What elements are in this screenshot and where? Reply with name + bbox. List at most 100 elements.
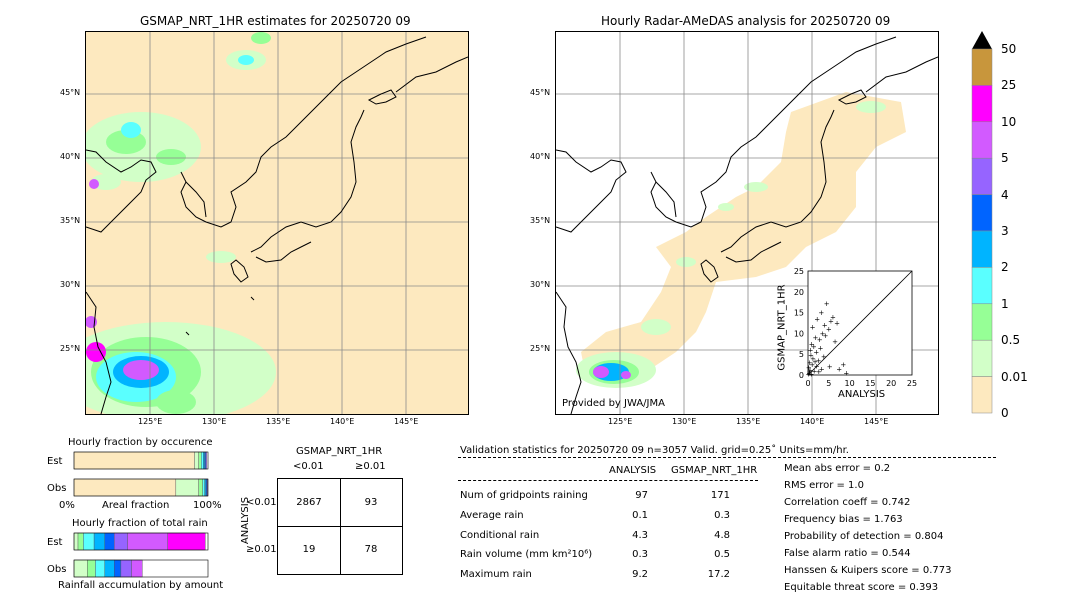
- scatter-ytick: 20: [794, 288, 804, 297]
- scatter-point: +: [821, 353, 827, 361]
- scatter-point: +: [807, 359, 813, 367]
- scatter-point: +: [807, 368, 813, 376]
- bar-segment: [104, 532, 115, 551]
- scatter-point: +: [814, 315, 820, 323]
- bar-segment: [73, 559, 88, 578]
- bar-segment: [93, 532, 106, 551]
- contingency-cell-01: 93: [364, 497, 378, 508]
- totalrain-chart: [73, 532, 209, 578]
- scatter-point: +: [806, 364, 812, 372]
- right-lon-140: 140°E: [800, 417, 825, 426]
- right-lon-135: 135°E: [736, 417, 761, 426]
- left-rain-field: [86, 32, 276, 414]
- bar-segment: [73, 451, 195, 470]
- scatter-point: +: [834, 320, 840, 328]
- left-lon-145: 145°E: [394, 417, 419, 426]
- scatter-point: +: [826, 326, 832, 334]
- scatter-point: +: [805, 371, 811, 379]
- validation-col-analysis: ANALYSIS: [609, 465, 657, 476]
- colorbar-block: [971, 48, 993, 86]
- bar-frame: [73, 559, 209, 578]
- contingency-title: GSMAP_NRT_1HR: [296, 446, 383, 457]
- bar-segment: [201, 451, 204, 470]
- scatter-point: +: [816, 368, 822, 376]
- score-5: False alarm ratio = 0.544: [784, 548, 911, 559]
- validation-row-4-gsmap: 17.2: [707, 569, 730, 580]
- score-0: Mean abs error = 0.2: [784, 463, 891, 474]
- left-lon-140: 140°E: [330, 417, 355, 426]
- bar-segment: [167, 532, 206, 551]
- score-1: RMS error = 1.0: [784, 480, 864, 491]
- scatter-xtick: 5: [826, 379, 831, 388]
- scatter-point: +: [832, 338, 838, 346]
- contingency-col-0: <0.01: [293, 461, 324, 472]
- scatter-xlabel: ANALYSIS: [838, 389, 886, 400]
- right-map: + + + + + + + + + + + + + + + + + + + + + + + + + + + + + + + + + + + + + + + +…: [555, 31, 939, 415]
- right-coastlines: [556, 36, 938, 414]
- contingency-row-1: ≥0.01: [246, 544, 277, 555]
- scatter-point: +: [820, 330, 826, 338]
- left-map: [85, 31, 469, 415]
- scatter-point: +: [809, 361, 815, 369]
- bar-segment: [83, 532, 95, 551]
- scatter-point: +: [811, 367, 817, 375]
- validation-row-4-analysis: 9.2: [632, 569, 648, 580]
- credit-text: Provided by JWA/JMA: [562, 398, 665, 409]
- right-lat-35: 35°N: [530, 216, 551, 225]
- scatter-point: +: [819, 366, 825, 374]
- left-lat-45: 45°N: [60, 88, 81, 97]
- colorbar-label: 0.5: [1001, 333, 1021, 348]
- right-lon-130: 130°E: [672, 417, 697, 426]
- scatter-point: +: [811, 343, 817, 351]
- right-lat-40: 40°N: [530, 152, 551, 161]
- left-lon-135: 135°E: [266, 417, 291, 426]
- scatter-point: +: [808, 352, 814, 360]
- contingency-row-0: <0.01: [246, 497, 277, 508]
- validation-row-2-label: Conditional rain: [460, 530, 540, 541]
- bar-segment: [95, 559, 106, 578]
- contingency-table: 2867 93 19 78: [277, 478, 403, 575]
- colorbar-label: 10: [1001, 114, 1017, 129]
- scatter-xtick: 10: [845, 379, 855, 388]
- scatter-point: +: [843, 369, 849, 377]
- validation-row-3-label: Rain volume (mm km²10⁶): [460, 549, 593, 560]
- scatter-ytick: 25: [794, 267, 804, 276]
- left-lat-35: 35°N: [60, 216, 81, 225]
- scatter-point: +: [813, 334, 819, 342]
- scatter-point: +: [824, 300, 830, 308]
- right-lat-30: 30°N: [530, 280, 551, 289]
- bar-segment: [77, 532, 84, 551]
- scatter-point: +: [828, 317, 834, 325]
- occurrence-obs-label: Obs: [47, 483, 67, 494]
- validation-row-2-analysis: 4.3: [632, 530, 648, 541]
- right-lat-45: 45°N: [530, 88, 551, 97]
- scatter-point: +: [840, 361, 846, 369]
- validation-row-0-analysis: 97: [635, 490, 648, 501]
- bar-segment: [204, 478, 207, 497]
- scatter-point: +: [814, 362, 820, 370]
- validation-row-0-label: Num of gridpoints raining: [460, 490, 588, 501]
- bar-segment: [114, 559, 122, 578]
- bar-segment: [203, 451, 205, 470]
- scatter-inset: ++++++++++++++++++++++++++++++++ +++++++ +…: [794, 267, 917, 388]
- totalrain-title: Hourly fraction of total rain: [72, 518, 208, 529]
- validation-row-4-label: Maximum rain: [460, 569, 532, 580]
- scatter-point: +: [823, 332, 829, 340]
- right-map-title: Hourly Radar-AMeDAS analysis for 2025072…: [601, 14, 891, 28]
- colorbar-label: 50: [1001, 42, 1017, 56]
- totalrain-est-label: Est: [47, 537, 63, 548]
- validation-col-gsmap: GSMAP_NRT_1HR: [671, 465, 758, 476]
- validation-row-1-label: Average rain: [460, 510, 524, 521]
- scatter-point: +: [827, 363, 833, 371]
- scatter-ylabel: GSMAP_NRT_1HR: [776, 284, 788, 371]
- colorbar-block: [971, 194, 993, 232]
- scatter-point: +: [808, 347, 814, 355]
- bar-segment: [73, 532, 79, 551]
- colorbar-label: 4: [1001, 187, 1009, 202]
- bar-segment: [198, 451, 202, 470]
- score-7: Equitable threat score = 0.393: [784, 582, 939, 593]
- scatter-ytick: 5: [799, 350, 804, 359]
- bar-segment: [198, 478, 203, 497]
- scatter-point: +: [822, 322, 828, 330]
- scatter-point: +: [808, 370, 814, 378]
